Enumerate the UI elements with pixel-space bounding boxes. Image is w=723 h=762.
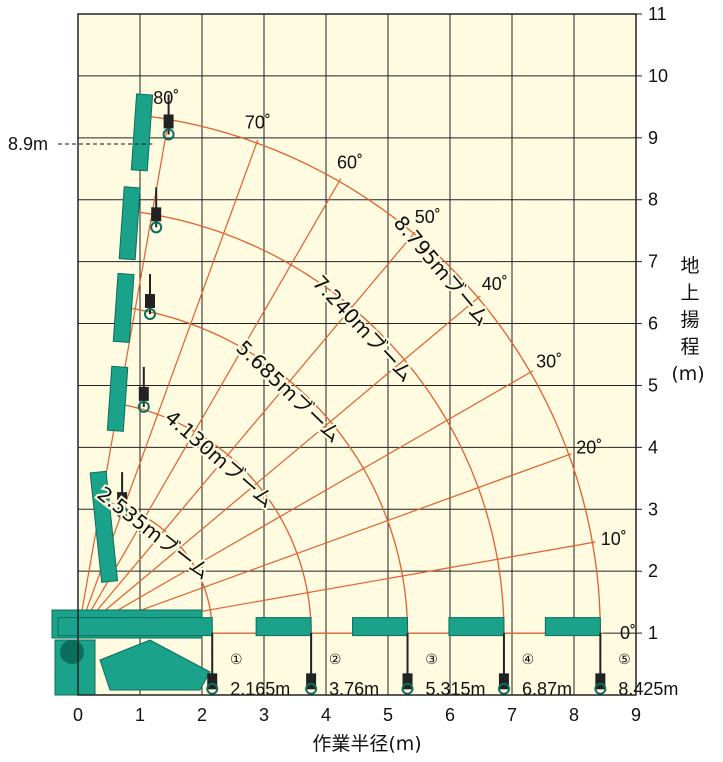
stage-number: ② [329, 652, 342, 668]
y-axis-title: 程 [680, 336, 699, 358]
y-tick-label: 2 [648, 561, 658, 581]
max-height-label: 8.9m [8, 134, 48, 154]
angle-line [77, 295, 481, 634]
stage-number: ① [230, 652, 243, 668]
angle-label: 80˚ [153, 88, 179, 108]
y-tick-label: 8 [648, 190, 658, 210]
angle-label: 0˚ [620, 623, 636, 643]
hook [144, 308, 156, 321]
hook [305, 682, 318, 695]
hook-block [207, 673, 218, 690]
working-radius-label: 2.165m [230, 679, 290, 699]
stage-number: ③ [425, 652, 438, 668]
hook [162, 128, 175, 141]
stage-number: ④ [522, 652, 535, 668]
working-radius-label: 5.315m [426, 679, 486, 699]
working-radius-label: 6.87m [522, 679, 572, 699]
x-tick-label: 7 [507, 705, 517, 725]
crane-cylinder [99, 639, 211, 691]
crane-boom-raised [118, 186, 141, 261]
hook [594, 682, 607, 695]
hook-block [306, 673, 317, 690]
y-tick-label: 3 [648, 499, 658, 519]
hook [401, 682, 414, 695]
crane-boom-horizontal [448, 617, 505, 637]
x-tick-label: 9 [631, 705, 641, 725]
x-tick-label: 2 [197, 705, 207, 725]
y-tick-label: 6 [648, 314, 658, 334]
range-curves [77, 115, 604, 634]
x-tick-label: 1 [135, 705, 145, 725]
crane-illustrations [51, 93, 607, 696]
x-tick-label: 5 [383, 705, 393, 725]
crane-boom-raised [89, 470, 119, 583]
y-axis-title: 地 [680, 255, 699, 277]
hook-block [498, 673, 509, 690]
hook-block [595, 673, 606, 690]
boom-arc [150, 115, 602, 634]
x-axis-title: 作業半径(m) [312, 733, 421, 755]
boom-arc [96, 499, 213, 634]
angle-label: 60˚ [337, 153, 363, 173]
y-tick-label: 9 [648, 128, 658, 148]
crane-boom-horizontal [57, 617, 213, 637]
angle-line [77, 370, 534, 634]
y-axis-title: 上 [680, 282, 699, 304]
y-tick-label: 4 [648, 437, 658, 457]
crane-boom-raised [130, 93, 154, 172]
angle-line [77, 230, 417, 634]
hook-block [402, 673, 413, 690]
hook-block [151, 207, 162, 222]
y-tick-label: 5 [648, 375, 658, 395]
boom-arc [137, 211, 505, 634]
stage-number: ⑤ [618, 652, 631, 668]
angle-label: 50˚ [415, 207, 441, 227]
angle-label: 20˚ [576, 437, 602, 457]
working-radius-label: 3.76m [329, 679, 379, 699]
hook-block [138, 386, 149, 401]
hook [497, 682, 510, 695]
crane-boom-raised [112, 272, 135, 343]
y-tick-label: 1 [648, 623, 658, 643]
crane-boom-horizontal [352, 617, 409, 637]
y-axis-title: (m) [671, 363, 704, 385]
x-tick-label: 4 [321, 705, 331, 725]
hook-block [145, 294, 155, 309]
hook-block [117, 492, 128, 507]
crane-slewing-gear [60, 640, 84, 664]
hook [137, 400, 150, 413]
angle-line [77, 453, 572, 634]
angle-label: 70˚ [245, 113, 271, 133]
x-tick-label: 0 [73, 705, 83, 725]
crane-boom-horizontal [544, 617, 601, 637]
angle-label: 30˚ [536, 351, 562, 371]
hook [206, 682, 219, 695]
boom-arc [110, 401, 312, 634]
hook [150, 221, 163, 234]
y-tick-label: 10 [648, 66, 668, 86]
x-tick-label: 3 [259, 705, 269, 725]
plot-frame [77, 13, 637, 696]
crane-boom-horizontal [255, 617, 312, 637]
x-tick-label: 6 [445, 705, 455, 725]
angle-label: 10˚ [601, 529, 627, 549]
hook-block [163, 114, 174, 129]
y-axis-title: 揚 [680, 309, 699, 331]
angle-label: 40˚ [482, 274, 508, 294]
boom-arc [123, 306, 409, 634]
x-tick-label: 8 [569, 705, 579, 725]
angle-line [77, 178, 342, 634]
crane-boom-raised [106, 365, 129, 432]
y-tick-label: 7 [648, 252, 658, 272]
working-radius-label: 8.425m [618, 679, 678, 699]
y-tick-label: 11 [648, 4, 667, 24]
hook [116, 506, 129, 519]
